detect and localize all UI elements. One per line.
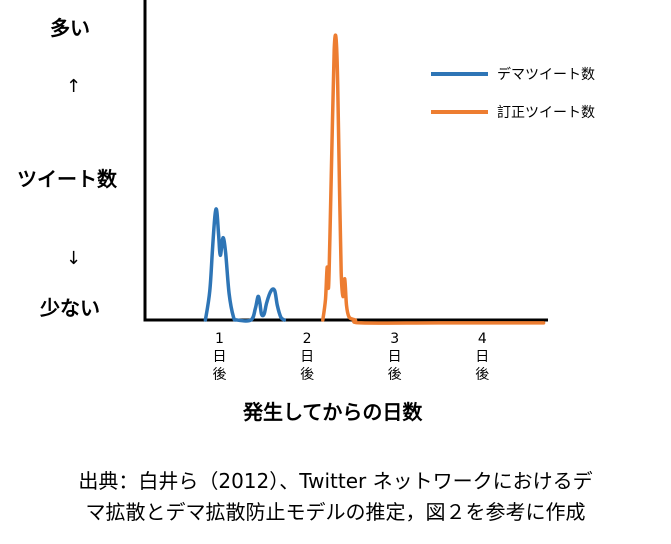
- legend-label-2: 訂正ツイート数: [497, 105, 595, 121]
- x-tick-label-1-line-3: 後: [212, 367, 226, 383]
- x-tick-label-3-line-2: 日: [388, 349, 402, 365]
- legend-label-1: デマツイート数: [497, 66, 595, 83]
- x-tick-label-3-line-1: 3: [390, 331, 399, 347]
- caption-line-2: マ拡散とデマ拡散防止モデルの推定，図２を参考に作成: [85, 500, 586, 524]
- x-tick-label-3-line-3: 後: [388, 367, 402, 383]
- caption-line-1: 出典：白井ら（2012）、Twitter ネットワークにおけるデ: [78, 469, 593, 493]
- x-tick-label-2-line-2: 日: [300, 349, 314, 365]
- x-tick-label-4-line-3: 後: [475, 367, 489, 383]
- y-bottom-label: 少ない: [40, 296, 100, 320]
- source-caption: 出典：白井ら（2012）、Twitter ネットワークにおけるデ マ拡散とデマ拡…: [0, 466, 671, 528]
- x-tick-label-4-line-1: 4: [478, 331, 487, 347]
- down-arrow: ↓: [66, 248, 82, 269]
- up-arrow: ↑: [66, 76, 82, 97]
- x-tick-label-2-line-1: 2: [303, 331, 312, 347]
- x-tick-label-1-line-2: 日: [212, 349, 226, 365]
- series-line-1: [203, 207, 287, 323]
- y-axis-title: ツイート数: [17, 167, 117, 191]
- x-tick-label-4-line-2: 日: [475, 349, 489, 365]
- y-top-label: 多い: [50, 16, 90, 40]
- series-line-2: [321, 33, 546, 325]
- axes: [143, 0, 548, 322]
- x-axis-title: 発生してからの日数: [243, 400, 423, 424]
- x-tick-label-2-line-3: 後: [300, 367, 314, 383]
- x-tick-label-1-line-1: 1: [215, 331, 224, 347]
- series-layer: [203, 33, 546, 325]
